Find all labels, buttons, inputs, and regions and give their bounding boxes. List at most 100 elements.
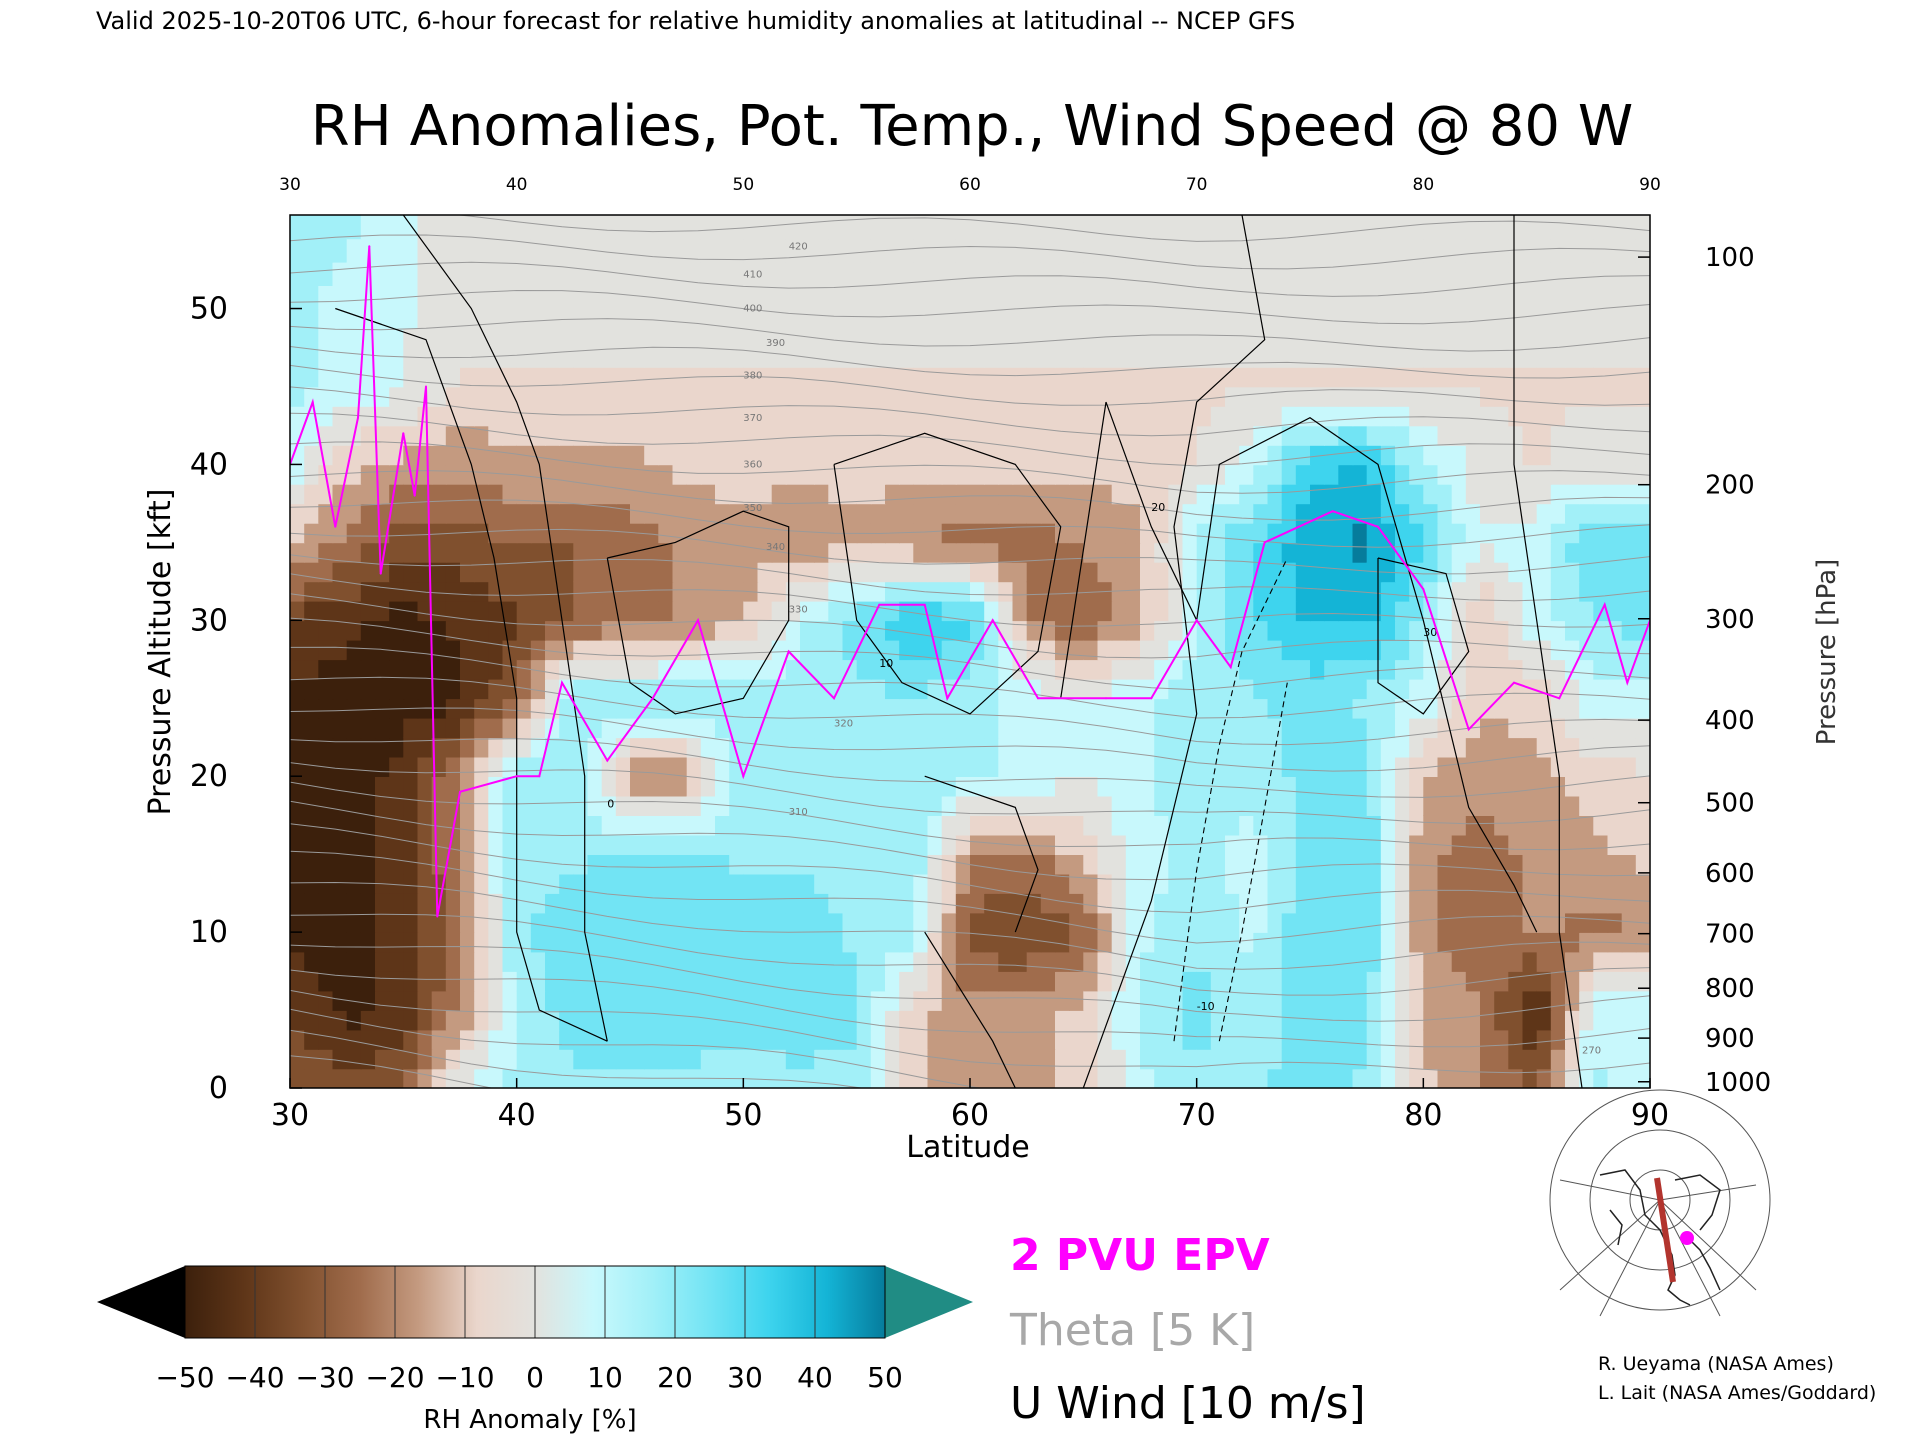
heatmap-cell [1607,1049,1623,1070]
heatmap-cell [984,561,1000,583]
heatmap-cell [1125,503,1141,524]
heatmap-cell [587,893,603,914]
heatmap-cell [559,503,575,524]
heatmap-cell [573,756,589,777]
heatmap-cell [346,873,362,894]
heatmap-cell [460,328,475,349]
heatmap-cell [1281,854,1297,875]
heatmap-cell [1423,503,1439,524]
heatmap-cell [1026,367,1042,388]
heatmap-cell [1494,425,1510,446]
heatmap-cell [885,737,900,758]
heatmap-cell [757,285,773,310]
heatmap-cell [615,561,631,583]
heatmap-cell [870,386,886,407]
heatmap-cell [913,522,929,544]
heatmap-cell [445,639,461,661]
heatmap-cell [1451,285,1467,310]
heatmap-cell [587,261,603,286]
heatmap-cell [757,483,773,505]
heatmap-cell [1069,600,1085,622]
heatmap-cell [332,893,348,914]
heatmap-cell [1196,893,1212,914]
heatmap-cell [828,406,844,427]
heatmap-cell [970,776,985,797]
heatmap-cell [970,308,985,329]
heatmap-cell [941,659,957,680]
heatmap-cell [1593,542,1609,563]
heatmap-cell [1508,971,1524,992]
heatmap-cell [828,261,844,286]
heatmap-cell [1083,756,1099,777]
heatmap-cell [1196,1029,1212,1050]
heatmap-cell [1607,347,1623,368]
heatmap-cell [686,776,702,797]
heatmap-cell [1168,932,1184,953]
heatmap-cell [488,678,504,700]
heatmap-cell [771,308,787,329]
heatmap-cell [1026,893,1042,914]
heatmap-cell [630,698,645,719]
heatmap-cell [1423,815,1439,836]
heatmap-cell [1295,600,1311,622]
heatmap-cell [1125,678,1141,700]
theta-contour-line [290,528,1650,575]
heatmap-cell [516,367,532,388]
heatmap-cell [885,873,900,894]
heatmap-cell [545,639,560,661]
heatmap-cell [800,464,815,485]
colorbar-tick-label: −10 [435,1361,494,1394]
heatmap-cell [1522,951,1538,972]
heatmap-cell [1338,756,1354,777]
heatmap-cell [559,367,575,388]
heatmap-cell [1409,425,1425,446]
heatmap-cell [1494,386,1510,407]
heatmap-cell [1579,893,1595,914]
heatmap-cell [828,854,844,875]
heatmap-cell [1239,503,1255,524]
heatmap-cell [488,464,504,485]
heatmap-cell [1310,932,1325,953]
heatmap-cell [1635,971,1650,992]
heatmap-cell [318,406,334,427]
heatmap-cell [814,347,830,368]
heatmap-cell [290,620,305,641]
theta-contour-line [290,441,1650,494]
heatmap-cell [785,815,801,836]
heatmap-cell [445,1049,461,1070]
heatmap-cell [1097,600,1113,622]
epv-point [787,650,790,653]
heatmap-cell [814,737,830,758]
heatmap-cell [644,990,660,1011]
heatmap-cell [559,238,575,263]
heatmap-cell [729,815,745,836]
x-top-tick-label: 80 [1413,175,1435,195]
heatmap-cell [474,215,490,240]
heatmap-cell [1097,756,1113,777]
heatmap-cell [828,347,844,368]
heatmap-cell [516,261,532,286]
heatmap-cell [1508,561,1524,583]
heatmap-cell [1508,1049,1524,1070]
heatmap-cell [1338,600,1354,622]
heatmap-cell [1395,756,1410,777]
heatmap-cell [715,561,730,583]
heatmap-cell [984,308,1000,329]
heatmap-cell [1295,990,1311,1011]
heatmap-cell [984,971,1000,992]
heatmap-cell [970,912,985,933]
heatmap-cell [1621,215,1637,240]
heatmap-cell [630,756,645,777]
heatmap-cell [630,1010,645,1031]
heatmap-cell [1182,1068,1198,1088]
heatmap-cell [970,386,985,407]
heatmap-cell [1253,659,1269,680]
heatmap-cell [360,444,376,466]
heatmap-cell [771,1010,787,1031]
heatmap-cell [573,990,589,1011]
heatmap-cell [814,951,830,972]
heatmap-cell [1210,425,1226,446]
heatmap-cell [304,215,320,240]
heatmap-cell [630,367,645,388]
heatmap-cell [672,873,688,894]
